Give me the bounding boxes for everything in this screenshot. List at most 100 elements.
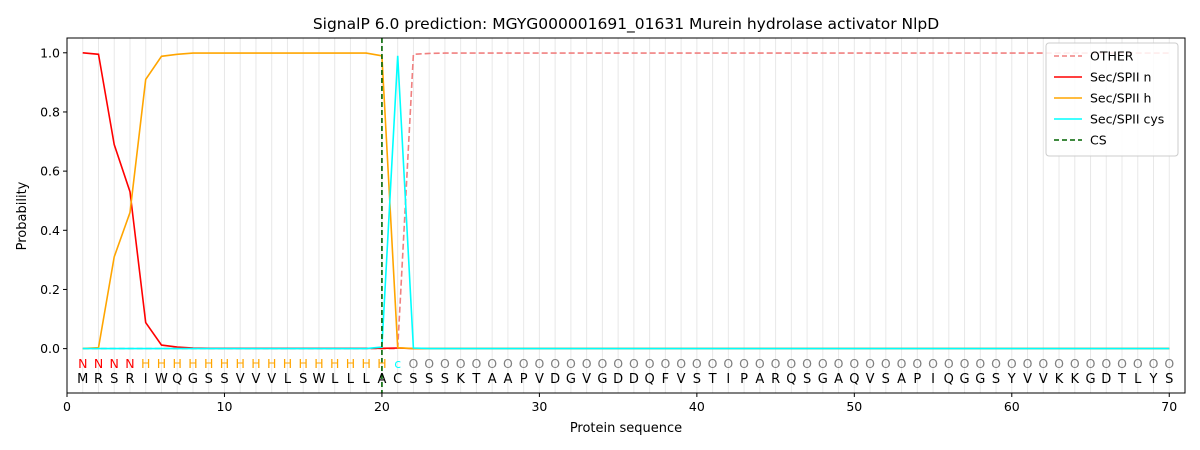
region-label: O bbox=[534, 356, 544, 371]
region-label: H bbox=[157, 356, 166, 371]
region-label: O bbox=[409, 356, 419, 371]
region-label: O bbox=[1086, 356, 1096, 371]
series-line-sec-spii-n bbox=[82, 52, 1170, 350]
series-line-sec-spii-h bbox=[82, 52, 1170, 350]
region-label: O bbox=[487, 356, 497, 371]
region-label: O bbox=[786, 356, 796, 371]
residue-label: S bbox=[992, 372, 1000, 387]
residue-label: S bbox=[425, 372, 433, 387]
residue-label: D bbox=[550, 372, 560, 387]
residue-label: S bbox=[803, 372, 811, 387]
region-label: O bbox=[629, 356, 639, 371]
region-label: O bbox=[881, 356, 891, 371]
x-tick-label: 50 bbox=[846, 399, 862, 414]
legend-label: OTHER bbox=[1090, 49, 1134, 64]
residue-label: S bbox=[409, 372, 417, 387]
y-axis-label: Probability bbox=[15, 181, 30, 250]
region-label: O bbox=[975, 356, 985, 371]
residue-label: G bbox=[188, 372, 198, 387]
legend-label: Sec/SPII cys bbox=[1090, 112, 1164, 127]
residue-label: R bbox=[771, 372, 780, 387]
x-axis-label: Protein sequence bbox=[570, 421, 682, 436]
residue-label: V bbox=[267, 372, 276, 387]
residue-label: T bbox=[471, 372, 480, 387]
series-line-sec-spii-cys bbox=[82, 55, 1170, 350]
residue-label: F bbox=[662, 372, 669, 387]
residue-label: A bbox=[897, 372, 906, 387]
chart-title: SignalP 6.0 prediction: MGYG000001691_01… bbox=[313, 15, 939, 34]
residue-label: V bbox=[1039, 372, 1048, 387]
region-label: O bbox=[1054, 356, 1064, 371]
residue-label: M bbox=[77, 372, 88, 387]
residue-label: P bbox=[913, 372, 921, 387]
y-tick-label: 0.2 bbox=[40, 282, 60, 297]
region-label: O bbox=[991, 356, 1001, 371]
residue-label: V bbox=[1023, 372, 1032, 387]
region-label: O bbox=[771, 356, 781, 371]
region-label: H bbox=[314, 356, 323, 371]
residue-label: S bbox=[205, 372, 213, 387]
residue-label: Y bbox=[1007, 372, 1016, 387]
residue-label: R bbox=[125, 372, 134, 387]
residue-label: V bbox=[236, 372, 245, 387]
region-label: O bbox=[944, 356, 954, 371]
residue-label: L bbox=[347, 372, 355, 387]
residue-label: S bbox=[441, 372, 449, 387]
series-lines bbox=[82, 38, 1170, 393]
residue-label: V bbox=[582, 372, 591, 387]
x-tick-label: 60 bbox=[1004, 399, 1020, 414]
region-label: O bbox=[1101, 356, 1111, 371]
y-tick-label: 0.8 bbox=[40, 104, 60, 119]
region-label: O bbox=[1164, 356, 1174, 371]
residue-label: K bbox=[1055, 372, 1064, 387]
residue-label: G bbox=[960, 372, 970, 387]
region-label: O bbox=[1007, 356, 1017, 371]
region-label: H bbox=[346, 356, 355, 371]
series-line-other bbox=[82, 52, 1170, 350]
residue-label: I bbox=[144, 372, 148, 387]
residue-label: Y bbox=[1149, 372, 1158, 387]
region-label: O bbox=[897, 356, 907, 371]
region-label: O bbox=[456, 356, 466, 371]
region-label: O bbox=[440, 356, 450, 371]
region-label: c bbox=[394, 356, 401, 371]
region-label: O bbox=[550, 356, 560, 371]
region-label: O bbox=[503, 356, 513, 371]
region-label: O bbox=[1038, 356, 1048, 371]
region-label: O bbox=[692, 356, 702, 371]
y-tick-label: 1.0 bbox=[40, 45, 60, 60]
residue-label: Q bbox=[786, 372, 796, 387]
residue-label: P bbox=[740, 372, 748, 387]
residue-label: K bbox=[1071, 372, 1080, 387]
region-label: H bbox=[377, 356, 386, 371]
region-label: O bbox=[582, 356, 592, 371]
region-label: O bbox=[1023, 356, 1033, 371]
region-label: O bbox=[1070, 356, 1080, 371]
residue-label: V bbox=[866, 372, 875, 387]
residue-label: W bbox=[313, 372, 326, 387]
residue-label: G bbox=[818, 372, 828, 387]
residue-label: T bbox=[1117, 372, 1126, 387]
region-label: O bbox=[834, 356, 844, 371]
residue-label: A bbox=[503, 372, 512, 387]
residue-label: S bbox=[693, 372, 701, 387]
region-label: O bbox=[739, 356, 749, 371]
region-label: O bbox=[676, 356, 686, 371]
region-label: N bbox=[78, 356, 87, 371]
plot-frame bbox=[66, 37, 1186, 394]
legend: OTHER Sec/SPII n Sec/SPII h Sec/SPII cys CS bbox=[1045, 42, 1179, 157]
region-label: O bbox=[424, 356, 434, 371]
x-tick-label: 70 bbox=[1161, 399, 1177, 414]
region-label: O bbox=[708, 356, 718, 371]
region-label: H bbox=[188, 356, 197, 371]
x-tick-label: 30 bbox=[531, 399, 547, 414]
y-tick-label: 0.4 bbox=[40, 223, 60, 238]
residue-label: L bbox=[363, 372, 371, 387]
region-label: O bbox=[471, 356, 481, 371]
residue-label: Q bbox=[645, 372, 655, 387]
residue-label: S bbox=[110, 372, 118, 387]
residue-label: D bbox=[629, 372, 639, 387]
residue-label: I bbox=[931, 372, 935, 387]
legend-box bbox=[1045, 42, 1179, 157]
